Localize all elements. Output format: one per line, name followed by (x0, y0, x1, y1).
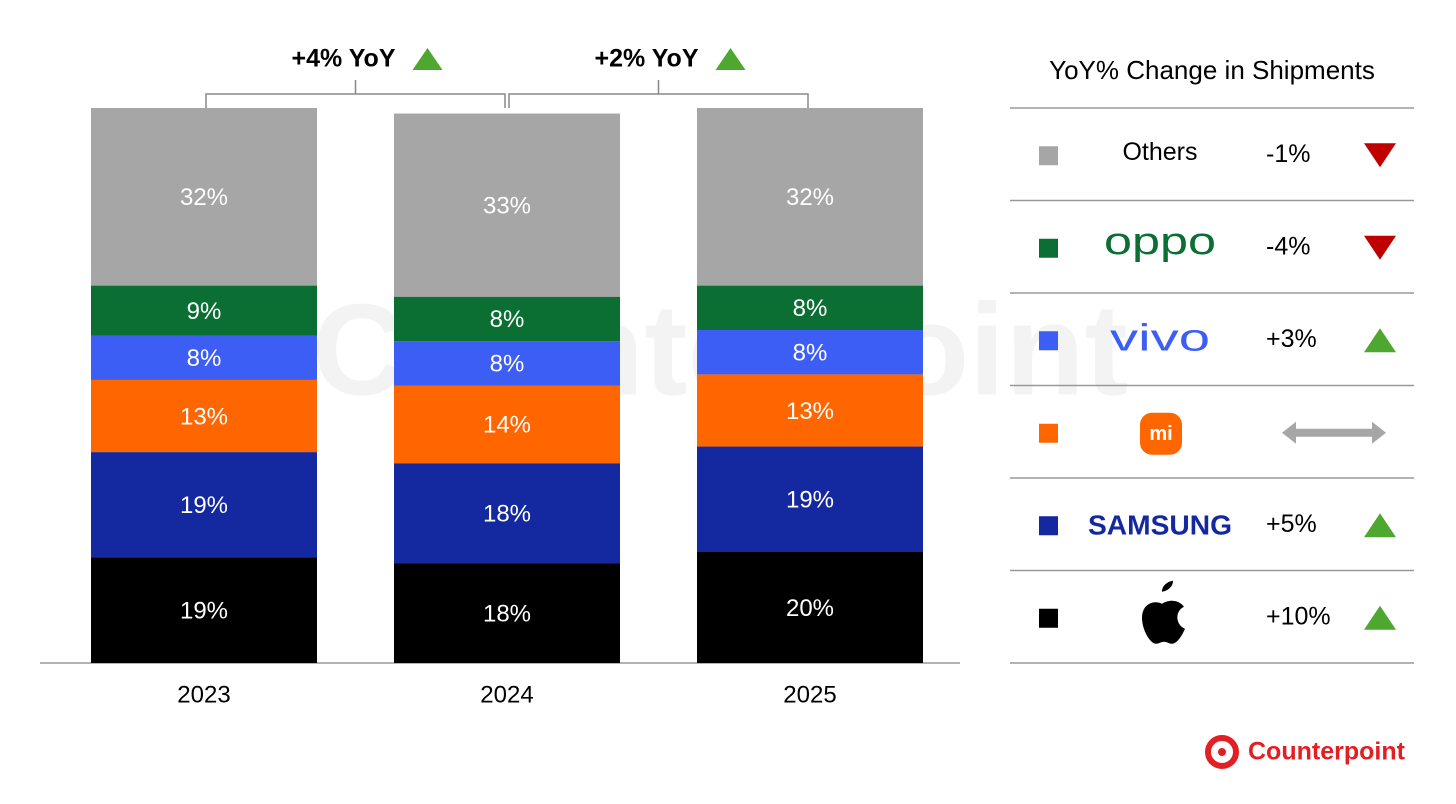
x-tick-label: 2025 (783, 681, 836, 708)
yoy-label: +10% (1266, 602, 1331, 630)
legend-label: SAMSUNG (1088, 510, 1232, 541)
value-label: 20% (786, 595, 834, 622)
bar-segment (697, 330, 923, 375)
brand-logo: Counterpoint (1205, 735, 1406, 769)
value-label: 8% (793, 340, 828, 367)
legend-swatch (1039, 331, 1058, 351)
bar-segment (91, 335, 317, 380)
value-label: 32% (180, 184, 228, 211)
yoy-arrow (1364, 143, 1396, 168)
bar-segment (394, 296, 620, 342)
value-label: 32% (786, 184, 834, 211)
yoy-arrow (1364, 513, 1396, 538)
legend-swatch (1039, 608, 1058, 628)
annotation: +2% YoY (595, 45, 699, 73)
bar-segment (697, 446, 923, 552)
legend-row: mi (1039, 412, 1386, 455)
legend-label: mi (1149, 423, 1172, 445)
value-label: 8% (187, 345, 222, 372)
yoy-arrow (1364, 605, 1396, 630)
bracket (508, 80, 809, 108)
yoy-label: +3% (1266, 325, 1317, 353)
brand-name: Counterpoint (1248, 738, 1406, 766)
value-label: 18% (483, 500, 531, 527)
legend-swatch (1039, 238, 1058, 258)
legend-row: Others -1% (1039, 138, 1396, 168)
value-label: 8% (490, 351, 525, 378)
bar-segment (697, 552, 923, 663)
yoy-arrow (1364, 328, 1396, 353)
value-label: 8% (490, 306, 525, 333)
legend-swatch (1039, 146, 1058, 166)
legend-row: SAMSUNG +5% (1039, 510, 1396, 541)
value-label: 9% (187, 298, 222, 325)
bar-segment (91, 285, 317, 336)
legend-label: vivo (1110, 317, 1210, 359)
x-tick-label: 2023 (177, 681, 230, 708)
legend-title: YoY% Change in Shipments (1049, 55, 1375, 85)
bar-segment (697, 285, 923, 330)
legend-row: oppo -4% (1039, 221, 1396, 263)
x-tick-label: 2024 (480, 681, 533, 708)
legend-label: oppo (1104, 221, 1216, 263)
value-label: 33% (483, 192, 531, 219)
annotation: +4% YoY (292, 45, 396, 73)
value-label: 8% (793, 295, 828, 322)
yoy-label: -4% (1266, 232, 1310, 260)
value-label: 13% (180, 403, 228, 430)
value-label: 19% (180, 492, 228, 519)
value-label: 19% (786, 487, 834, 514)
annotation-arrow (715, 48, 746, 70)
yoy-arrow (1282, 421, 1386, 444)
apple-logo (1142, 580, 1185, 644)
bar-segment (91, 108, 317, 286)
legend-row: +10% (1039, 580, 1396, 644)
legend-swatch (1039, 423, 1058, 443)
yoy-label: -1% (1266, 140, 1310, 168)
mi-logo (1140, 412, 1182, 455)
bar-segment (697, 108, 923, 286)
legend-row: vivo +3% (1039, 317, 1396, 359)
legend-label: Others (1122, 138, 1197, 166)
value-label: 14% (483, 412, 531, 439)
yoy-label: +5% (1266, 510, 1317, 538)
yoy-arrow (1364, 235, 1396, 260)
bar-segment (394, 463, 620, 564)
value-label: 18% (483, 600, 531, 627)
bar-segment (91, 452, 317, 558)
annotation-arrow (412, 48, 443, 70)
bar-segment (91, 557, 317, 663)
bar-segment (394, 563, 620, 663)
bar-segment (91, 379, 317, 453)
legend-swatch (1039, 516, 1058, 536)
bar-segment (394, 385, 620, 464)
bar-segment (394, 113, 620, 297)
bar-segment (394, 341, 620, 386)
value-label: 13% (786, 398, 834, 425)
bar-segment (697, 374, 923, 447)
value-label: 19% (180, 598, 228, 625)
bracket (205, 80, 506, 108)
